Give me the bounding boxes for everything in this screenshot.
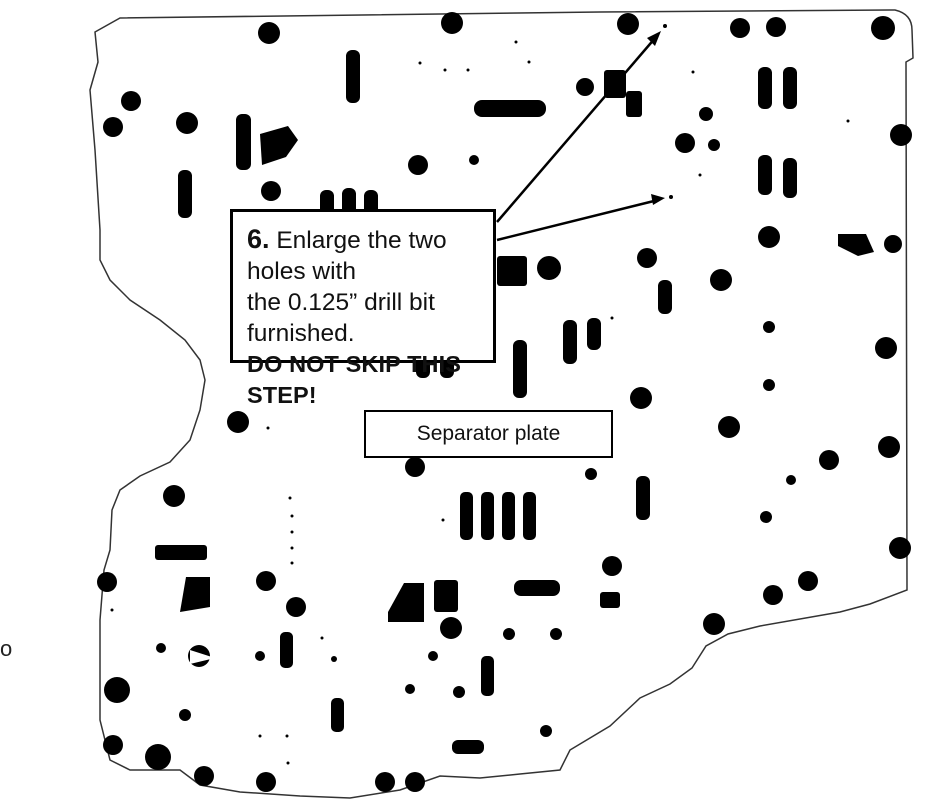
target-hole-1 (663, 24, 667, 28)
arrow-to-hole-2 (496, 194, 665, 242)
instruction-line-1: Enlarge the two holes with (247, 227, 447, 285)
target-hole-2 (669, 195, 673, 199)
part-label-text: Separator plate (416, 422, 561, 445)
pin-holes (110, 40, 850, 765)
step-number: 6. (247, 224, 270, 254)
part-label: Separator plate (364, 410, 613, 458)
round-holes (97, 12, 912, 792)
stray-text: o (0, 636, 13, 661)
slot-holes (155, 50, 874, 754)
masked-hole (190, 650, 215, 664)
arrow-to-hole-1 (496, 31, 661, 223)
instruction-line-2: the 0.125” drill bit furnished. (247, 289, 435, 347)
instruction-callout: 6. Enlarge the two holes with the 0.125”… (230, 209, 496, 408)
plate-outline (89, 9, 914, 799)
warning-text: DO NOT SKIP THIS STEP! (247, 351, 461, 408)
